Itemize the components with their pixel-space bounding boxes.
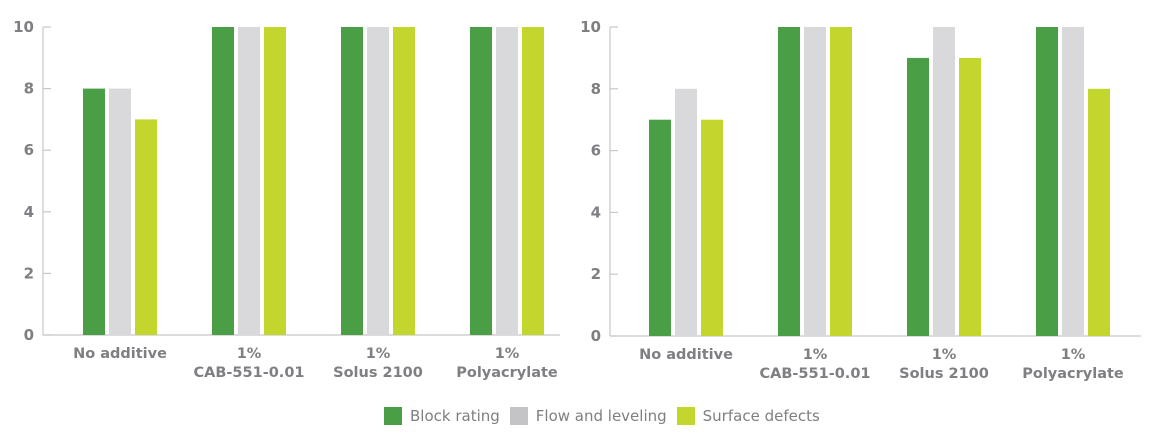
- bar-surface-defects: [959, 57, 981, 337]
- legend-swatch-block-rating: [384, 407, 402, 425]
- legend: Block rating Flow and leveling Surface d…: [384, 404, 830, 428]
- bar-block-rating: [470, 27, 492, 335]
- bar-flow-and-leveling: [238, 27, 260, 335]
- bar-surface-defects: [701, 119, 723, 336]
- x-category-label: Solus 2100: [899, 366, 989, 382]
- y-tick-label: 4: [591, 203, 601, 221]
- y-tick-label: 10: [13, 18, 34, 36]
- bar-flow-and-leveling: [496, 27, 518, 335]
- y-tick-label: 10: [580, 18, 601, 36]
- bar-flow-and-leveling: [109, 88, 131, 335]
- legend-swatch-flow-and-leveling: [509, 407, 528, 425]
- bar-surface-defects: [522, 27, 544, 335]
- legend-swatch-surface-defects: [676, 407, 695, 425]
- bar-block-rating: [649, 119, 671, 336]
- bar-surface-defects: [830, 27, 852, 336]
- x-category-label: 1%: [1061, 347, 1086, 363]
- y-tick-label: 6: [591, 142, 601, 160]
- legend-item-block-rating: Block rating: [384, 407, 500, 425]
- bar-block-rating: [341, 27, 363, 335]
- x-category-label: Solus 2100: [333, 365, 423, 381]
- x-category-label: CAB-551-0.01: [194, 365, 305, 381]
- bar-surface-defects: [135, 119, 157, 336]
- x-category-label: 1%: [803, 347, 828, 363]
- bar-surface-defects: [393, 27, 415, 335]
- legend-item-surface-defects: Surface defects: [676, 407, 820, 425]
- y-tick-label: 8: [24, 80, 34, 98]
- bar-surface-defects: [264, 27, 286, 335]
- legend-label: Block rating: [410, 407, 500, 425]
- y-tick-label: 8: [591, 80, 601, 98]
- bar-block-rating: [212, 27, 234, 335]
- bar-flow-and-leveling: [933, 27, 955, 336]
- bar-block-rating: [907, 57, 929, 337]
- x-category-label: Polyacrylate: [456, 365, 558, 381]
- bar-block-rating: [778, 27, 800, 336]
- legend-label: Flow and leveling: [535, 407, 667, 425]
- bar-flow-and-leveling: [367, 27, 389, 335]
- bar-flow-and-leveling: [675, 88, 697, 336]
- legend-label: Surface defects: [702, 407, 820, 425]
- legend-item-flow-and-leveling: Flow and leveling: [509, 407, 667, 425]
- y-tick-label: 2: [24, 264, 34, 282]
- bar-flow-and-leveling: [1062, 27, 1084, 336]
- bar-charts: 0 2 4 6 8 10 No additive 1% CAB-551-0.01 1% Solus …: [13, 18, 1141, 382]
- y-tick-label: 2: [591, 265, 601, 283]
- y-tick-label: 0: [591, 327, 601, 345]
- bar-surface-defects: [1088, 88, 1110, 336]
- bar-flow-and-leveling: [804, 27, 826, 336]
- x-category-label: 1%: [495, 346, 520, 362]
- bar-block-rating: [83, 88, 105, 335]
- x-category-label: CAB-551-0.01: [760, 366, 871, 382]
- x-category-label: No additive: [73, 346, 167, 362]
- x-category-label: 1%: [366, 346, 391, 362]
- x-category-label: 1%: [237, 346, 262, 362]
- bar-block-rating: [1036, 27, 1058, 336]
- y-tick-label: 4: [24, 203, 34, 221]
- x-category-label: 1%: [932, 347, 957, 363]
- y-tick-label: 0: [24, 326, 34, 344]
- x-category-label: Polyacrylate: [1022, 366, 1124, 382]
- x-category-label: No additive: [639, 347, 733, 363]
- y-tick-label: 6: [24, 141, 34, 159]
